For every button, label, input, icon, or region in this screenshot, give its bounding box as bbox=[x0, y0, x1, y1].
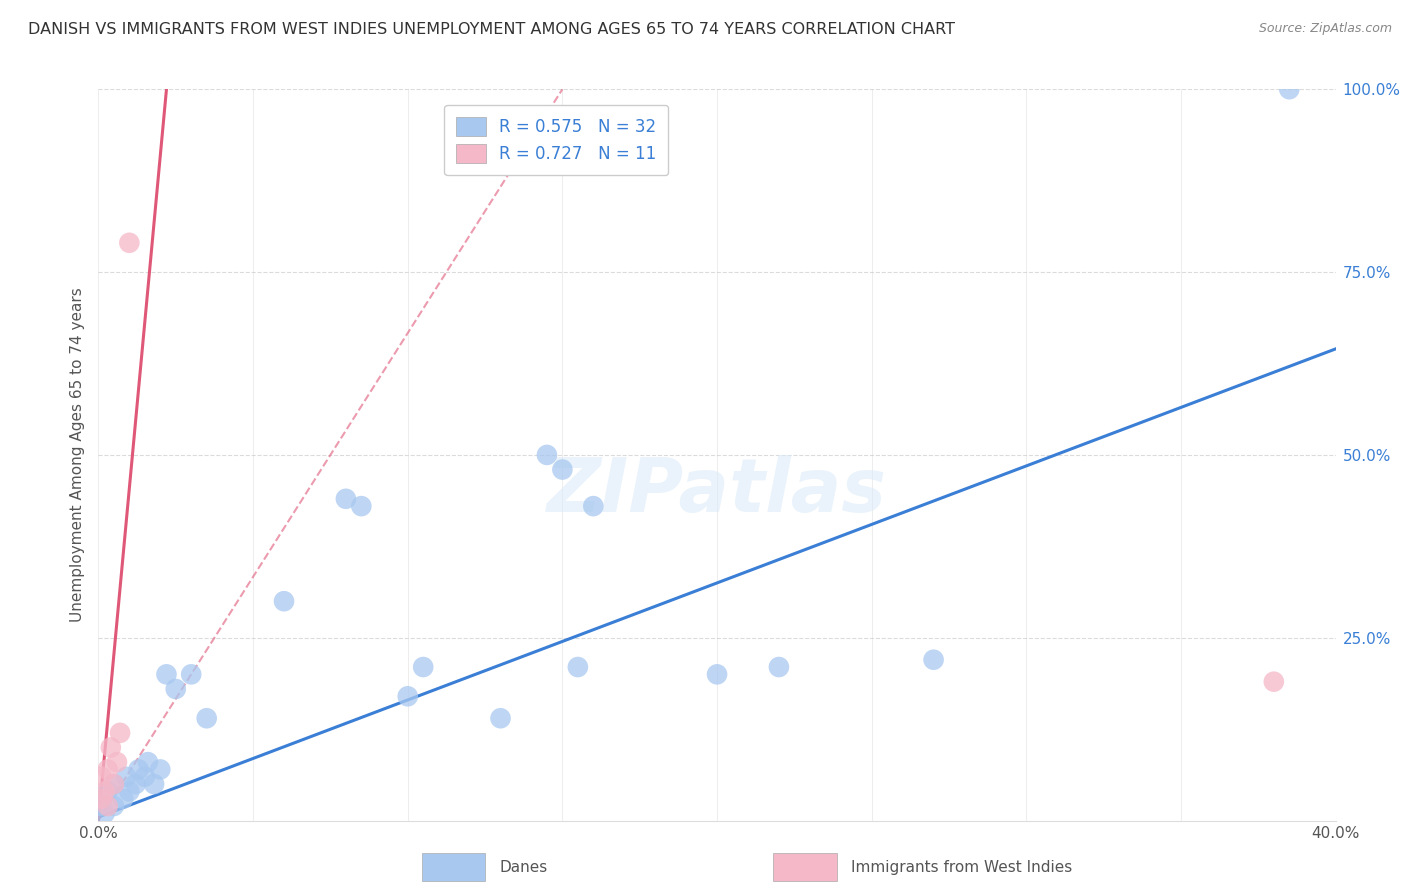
Point bbox=[536, 448, 558, 462]
Point bbox=[350, 499, 373, 513]
Point bbox=[706, 667, 728, 681]
Point bbox=[768, 660, 790, 674]
Point bbox=[90, 770, 112, 784]
Point bbox=[922, 653, 945, 667]
Point bbox=[97, 784, 120, 798]
Point bbox=[180, 667, 202, 681]
Point bbox=[335, 491, 357, 506]
Point bbox=[97, 763, 120, 777]
Point bbox=[97, 799, 120, 814]
Point bbox=[128, 763, 150, 777]
Point bbox=[100, 740, 122, 755]
Text: DANISH VS IMMIGRANTS FROM WEST INDIES UNEMPLOYMENT AMONG AGES 65 TO 74 YEARS COR: DANISH VS IMMIGRANTS FROM WEST INDIES UN… bbox=[28, 22, 955, 37]
Point bbox=[134, 770, 156, 784]
Y-axis label: Unemployment Among Ages 65 to 74 years: Unemployment Among Ages 65 to 74 years bbox=[69, 287, 84, 623]
Point bbox=[124, 777, 146, 791]
Point bbox=[112, 791, 135, 805]
Point bbox=[115, 770, 138, 784]
Point bbox=[1263, 674, 1285, 689]
Point bbox=[165, 681, 187, 696]
Point bbox=[143, 777, 166, 791]
Point bbox=[93, 784, 115, 798]
Point bbox=[103, 799, 125, 814]
Point bbox=[551, 462, 574, 476]
Point bbox=[155, 667, 177, 681]
Point bbox=[118, 235, 141, 250]
Text: ZIPatlas: ZIPatlas bbox=[547, 455, 887, 528]
Point bbox=[105, 755, 128, 769]
Point bbox=[273, 594, 295, 608]
Point bbox=[118, 784, 141, 798]
Point bbox=[582, 499, 605, 513]
Point bbox=[103, 777, 125, 791]
Point bbox=[103, 777, 125, 791]
Point bbox=[149, 763, 172, 777]
Text: Immigrants from West Indies: Immigrants from West Indies bbox=[851, 860, 1071, 874]
Point bbox=[567, 660, 589, 674]
Point bbox=[396, 690, 419, 704]
Point bbox=[90, 791, 112, 805]
Legend: R = 0.575   N = 32, R = 0.727   N = 11: R = 0.575 N = 32, R = 0.727 N = 11 bbox=[444, 105, 668, 175]
Point bbox=[108, 726, 131, 740]
Point bbox=[489, 711, 512, 725]
Text: Source: ZipAtlas.com: Source: ZipAtlas.com bbox=[1258, 22, 1392, 36]
Point bbox=[136, 755, 159, 769]
Point bbox=[195, 711, 218, 725]
Text: Danes: Danes bbox=[499, 860, 547, 874]
Point bbox=[93, 806, 115, 821]
Point bbox=[412, 660, 434, 674]
Point bbox=[1278, 82, 1301, 96]
Point bbox=[90, 799, 112, 814]
